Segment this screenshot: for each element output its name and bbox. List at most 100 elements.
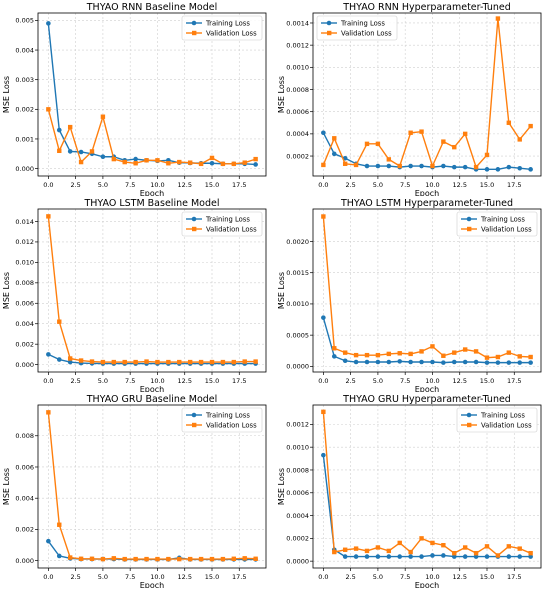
data-point: [441, 360, 446, 365]
chart-title: THYAO LSTM Hyperparameter-Tuned: [340, 198, 513, 209]
x-tick-label: 12.5: [452, 377, 466, 385]
y-tick-label: 0.003: [15, 76, 34, 84]
x-tick-label: 10.0: [150, 573, 164, 581]
legend-marker: [191, 20, 197, 26]
x-tick-label: 5.0: [98, 573, 108, 581]
data-point: [46, 214, 51, 219]
data-point: [451, 164, 457, 170]
y-tick-label: 0.0012: [286, 421, 309, 429]
y-tick-label: 0.0000: [286, 363, 309, 371]
x-tick-label: 2.5: [345, 181, 355, 189]
data-point: [56, 553, 62, 559]
y-tick-label: 0.008: [15, 279, 34, 287]
x-tick-label: 7.5: [125, 377, 135, 385]
chart-title: THYAO GRU Baseline Model: [86, 394, 218, 405]
data-point: [89, 556, 95, 561]
data-point: [133, 556, 138, 562]
chart-panel: THYAO GRU Hyperparameter-Tuned 0.0 2.5 5.0 7…: [275, 392, 550, 592]
y-tick-label: 0.004: [15, 320, 34, 328]
legend-marker: [467, 226, 472, 232]
data-point: [528, 554, 533, 559]
x-tick-label: 0.0: [43, 377, 53, 385]
data-point: [364, 163, 370, 169]
data-point: [462, 554, 468, 559]
x-tick-label: 15.0: [480, 377, 494, 385]
data-point: [441, 163, 446, 169]
x-tick-label: 0.0: [318, 573, 328, 581]
y-tick-label: 0.001: [15, 135, 34, 143]
data-point: [67, 555, 73, 560]
y-tick-label: 0.0010: [286, 300, 309, 308]
data-point: [187, 359, 193, 365]
data-point: [364, 352, 370, 358]
data-point: [321, 162, 326, 168]
data-point: [342, 350, 348, 355]
x-tick-label: 12.5: [452, 181, 466, 189]
data-point: [441, 543, 446, 548]
data-point: [67, 124, 73, 130]
data-point: [408, 549, 413, 555]
data-point: [441, 139, 446, 144]
data-point: [332, 136, 337, 141]
data-point: [419, 163, 424, 169]
data-point: [517, 137, 522, 142]
data-point: [133, 156, 138, 162]
line-chart: THYAO GRU Hyperparameter-Tuned 0.0 2.5 5.0 7…: [277, 394, 542, 590]
data-point: [111, 556, 117, 561]
data-point: [495, 354, 501, 360]
data-point: [198, 359, 204, 365]
x-axis-label: Epoch: [415, 581, 440, 588]
legend-label: Validation Loss: [341, 29, 392, 37]
y-tick-label: 0.006: [15, 300, 34, 308]
data-point: [473, 359, 479, 365]
x-tick-label: 7.5: [400, 181, 410, 189]
x-tick-label: 7.5: [400, 573, 410, 581]
data-point: [452, 144, 457, 150]
data-point: [144, 158, 149, 163]
y-tick-label: 0.0006: [286, 108, 309, 116]
data-point: [419, 349, 424, 354]
chart-panel: THYAO LSTM Hyperparameter-Tuned 0.0 2.5 5.0…: [275, 196, 550, 396]
data-point: [100, 154, 106, 160]
data-point: [46, 107, 51, 112]
x-tick-label: 12.5: [177, 181, 191, 189]
legend-marker: [191, 216, 197, 222]
data-point: [386, 351, 392, 357]
data-point: [484, 554, 490, 559]
data-point: [57, 522, 62, 527]
data-point: [441, 553, 446, 558]
data-point: [209, 556, 215, 562]
data-point: [462, 359, 468, 365]
data-point: [528, 360, 533, 365]
data-point: [144, 359, 149, 364]
data-point: [57, 319, 62, 324]
chart-panel: THYAO LSTM Baseline Model 0.0 2.5 5.0 7.5 10.…: [0, 196, 275, 396]
legend-box: [181, 211, 263, 237]
y-tick-label: 0.010: [15, 259, 34, 267]
y-tick-label: 0.002: [15, 340, 34, 348]
data-point: [100, 556, 106, 562]
data-point: [242, 160, 247, 165]
data-point: [332, 549, 337, 555]
data-point: [46, 410, 51, 415]
data-point: [484, 152, 490, 158]
legend-box: [181, 407, 263, 433]
data-point: [89, 359, 95, 364]
data-point: [321, 130, 326, 136]
x-tick-label: 10.0: [150, 181, 164, 189]
data-point: [209, 155, 215, 161]
legend-label: Validation Loss: [206, 29, 257, 37]
line-chart: THYAO LSTM Baseline Model 0.0 2.5 5.0 7.5 10.…: [2, 198, 267, 394]
legend-marker: [327, 30, 332, 36]
data-point: [209, 359, 215, 365]
data-point: [144, 556, 149, 562]
data-point: [408, 554, 413, 559]
data-point: [375, 554, 381, 559]
legend: Training Loss Validation Loss: [456, 211, 538, 237]
chart-panel: THYAO GRU Baseline Model 0.0 2.5 5.0 7.5 10.0…: [0, 392, 275, 592]
data-point: [495, 16, 501, 21]
data-point: [495, 553, 501, 558]
x-tick-label: 17.5: [232, 377, 246, 385]
x-tick-label: 0.0: [43, 181, 53, 189]
